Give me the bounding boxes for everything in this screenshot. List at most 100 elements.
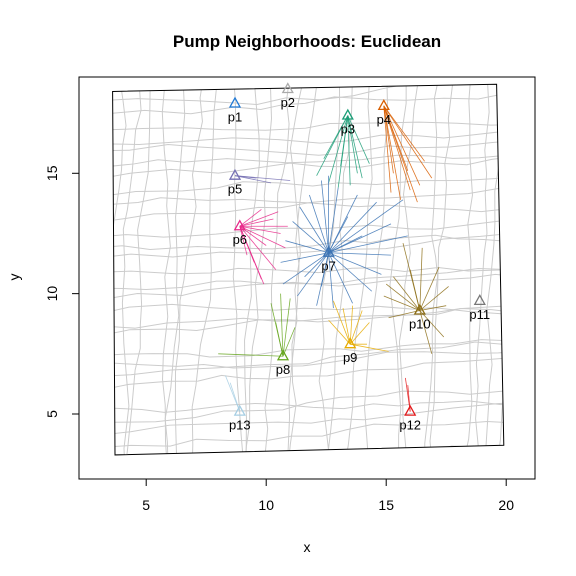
pump-marker-p5: [228, 168, 242, 180]
spoke-line: [239, 225, 277, 270]
street-line: [243, 84, 272, 455]
x-axis: 5 10 15 20: [142, 479, 514, 513]
spoke-line: [383, 295, 420, 311]
street-line: [343, 84, 373, 455]
street-line: [112, 266, 504, 275]
street-line: [424, 84, 440, 455]
street-line: [483, 84, 504, 455]
spoke-line: [328, 235, 363, 254]
pump-markers: p1 p2 p3 p4 p5 p6 p7 p8 p9 p10 p11 p12 p13: [228, 82, 490, 433]
spoke-line: [349, 305, 353, 345]
pump-marker-p4: [377, 99, 390, 111]
spoke-line: [328, 235, 408, 254]
street-line: [112, 153, 504, 180]
spoke-line: [239, 211, 279, 227]
spoke-line: [383, 105, 433, 179]
spoke-line: [409, 269, 421, 311]
pump-marker-p6: [233, 219, 246, 231]
pump-marker-p9: [344, 337, 357, 349]
street-line: [90, 77, 99, 480]
chart-title: Pump Neighborhoods: Euclidean: [173, 32, 441, 51]
street-network: [90, 49, 556, 480]
spoke-line: [297, 252, 329, 297]
street-line: [473, 84, 490, 455]
street-line: [244, 84, 260, 455]
street-line: [112, 231, 504, 259]
pump-label-p8: p8: [276, 362, 290, 377]
x-tick-label: 5: [142, 497, 150, 513]
spoke-line: [347, 115, 351, 186]
map-border: [112, 83, 505, 456]
pump-label-p7: p7: [321, 259, 335, 274]
pump-label-p2: p2: [281, 95, 295, 110]
spokes-p6: [239, 209, 288, 285]
y-tick-label: 15: [44, 165, 60, 181]
street-line: [494, 84, 504, 455]
street-line: [191, 84, 219, 455]
pump-label-p12: p12: [399, 418, 421, 433]
spokes-p8: [218, 293, 296, 357]
spoke-line: [383, 105, 421, 186]
spoke-line: [328, 319, 351, 345]
street-line: [161, 84, 171, 455]
y-tick-label: 5: [44, 410, 60, 418]
pump-label-p10: p10: [409, 316, 431, 331]
spoke-line: [350, 343, 389, 352]
street-line: [112, 303, 504, 316]
spoke-line: [383, 105, 394, 174]
street-line: [164, 84, 186, 455]
spoke-line: [333, 300, 351, 345]
street-line: [112, 197, 504, 213]
street-line: [174, 84, 204, 455]
street-line: [112, 84, 504, 88]
street-line: [112, 121, 504, 131]
street-line: [112, 384, 504, 423]
spokes-p9: [328, 300, 389, 352]
spoke-line: [321, 252, 329, 287]
x-tick-label: 20: [498, 497, 514, 513]
spoke-line: [383, 105, 392, 193]
pump-marker-p12: [404, 404, 417, 416]
spoke-line: [292, 221, 329, 254]
y-tick-label: 10: [44, 286, 60, 302]
pump-label-p9: p9: [343, 350, 357, 365]
spoke-line: [282, 327, 296, 357]
spoke-line: [419, 310, 445, 338]
x-tick-label: 10: [258, 497, 274, 513]
spoke-line: [229, 382, 241, 412]
spoke-line: [383, 105, 401, 200]
plot-frame: [78, 76, 536, 480]
street-line: [112, 334, 504, 358]
street-line: [112, 138, 504, 156]
street-line: [262, 84, 291, 455]
spoke-line: [239, 209, 262, 227]
pump-marker-p3: [341, 108, 354, 120]
pump-label-p13: p13: [229, 418, 251, 433]
spoke-line: [328, 252, 373, 292]
street-line: [112, 234, 504, 250]
spoke-line: [309, 194, 329, 253]
pump-label-p11: p11: [469, 307, 490, 322]
street-line: [285, 84, 305, 455]
spoke-line: [328, 187, 339, 253]
spoke-line: [328, 201, 377, 253]
spoke-line: [280, 293, 284, 357]
street-line: [121, 84, 142, 455]
x-axis-label: x: [304, 539, 311, 555]
spoke-line: [383, 105, 418, 203]
spoke-line: [419, 305, 447, 311]
street-line: [112, 84, 504, 106]
spoke-line: [347, 115, 358, 174]
spoke-line: [385, 283, 421, 311]
spokes-p13: [225, 375, 241, 412]
spoke-line: [349, 310, 363, 345]
street-line: [398, 84, 420, 455]
spoke-line: [328, 252, 334, 309]
spoke-line: [419, 267, 440, 311]
street-line: [98, 49, 556, 74]
spoke-line: [275, 322, 284, 357]
pump-label-p5: p5: [228, 182, 242, 197]
spoke-line: [383, 105, 411, 191]
spoke-line: [328, 252, 382, 275]
